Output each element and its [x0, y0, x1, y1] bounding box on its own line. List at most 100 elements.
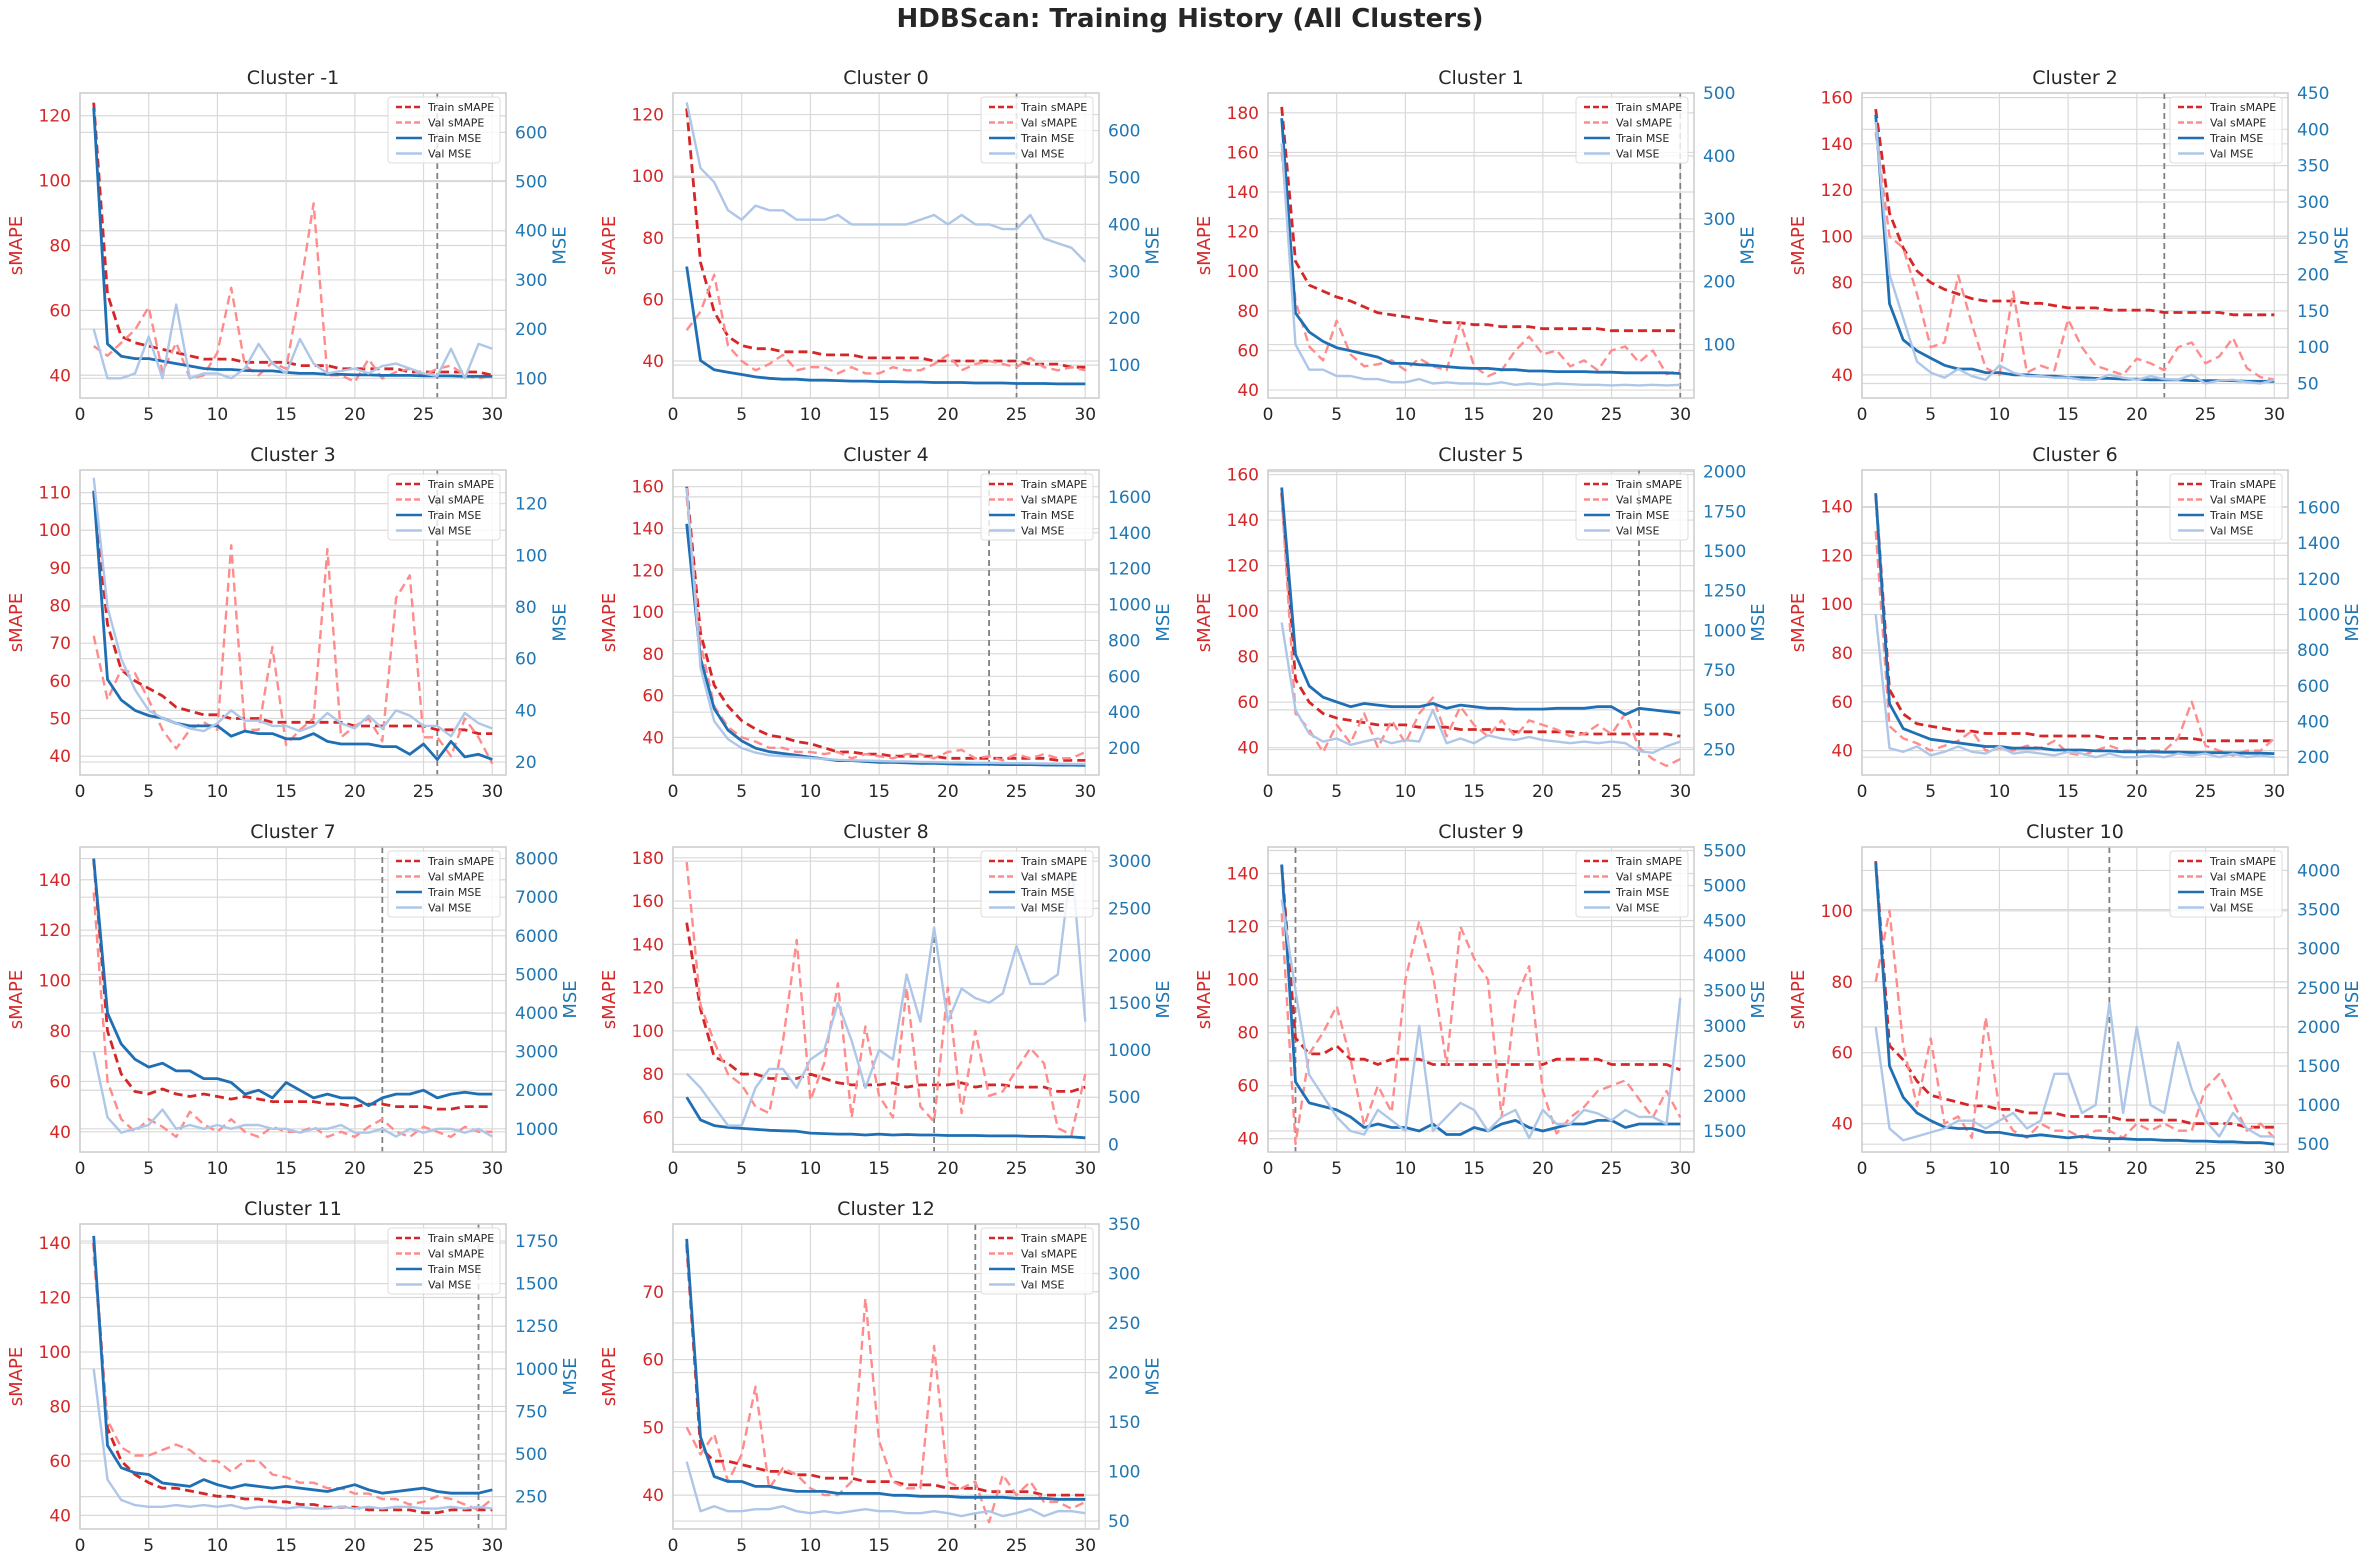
subplot-title: Cluster 1	[1438, 67, 1524, 89]
y2-tick-label: 1200	[2297, 570, 2340, 590]
x-tick-label: 0	[75, 405, 86, 425]
legend-label: Train MSE	[427, 132, 481, 145]
y2-tick-label: 1200	[1108, 560, 1151, 580]
y2-tick-label: 300	[1703, 210, 1735, 230]
y2-tick-label: 50	[1108, 1512, 1130, 1532]
x-tick-label: 5	[1925, 782, 1936, 802]
y-tick-label: 110	[39, 484, 71, 504]
legend: Train sMAPE Val sMAPE Train MSE Val MSE	[980, 96, 1094, 164]
legend-label: Val MSE	[428, 902, 471, 915]
x-tick-label: 20	[937, 405, 959, 425]
y2-tick-label: 500	[2297, 1135, 2329, 1155]
x-tick-label: 15	[275, 405, 297, 425]
y-tick-label: 100	[632, 167, 664, 187]
y-tick-label: 60	[1831, 320, 1853, 340]
y-tick-label: 100	[39, 521, 71, 541]
y2-tick-label: 4000	[2297, 861, 2340, 881]
y-tick-label: 140	[1227, 865, 1259, 885]
y2-tick-label: 200	[1108, 309, 1140, 329]
y-tick-label: 80	[49, 237, 71, 257]
y2-tick-label: 800	[1108, 631, 1140, 651]
y-tick-label: 120	[632, 106, 664, 126]
legend-label: Train sMAPE	[1020, 101, 1087, 114]
x-tick-label: 10	[1989, 405, 2011, 425]
x-tick-label: 30	[1669, 782, 1691, 802]
y2-tick-label: 100	[1703, 336, 1735, 356]
x-tick-label: 15	[275, 1159, 297, 1179]
y-tick-label: 100	[1821, 902, 1853, 922]
legend: Train sMAPE Val sMAPE Train MSE Val MSE	[980, 1227, 1094, 1295]
y2-tick-label: 3000	[1108, 852, 1151, 872]
y2-tick-label: 800	[2297, 641, 2329, 661]
x-tick-label: 5	[1331, 405, 1342, 425]
y-tick-label: 160	[1821, 89, 1853, 109]
y-tick-label: 40	[1237, 1130, 1259, 1150]
legend-label: Val MSE	[428, 525, 471, 538]
y2-tick-label: 1500	[1108, 994, 1151, 1014]
x-tick-label: 25	[2195, 782, 2217, 802]
x-tick-label: 25	[1006, 405, 1028, 425]
y-tick-label: 120	[39, 1289, 71, 1309]
plot-frame	[79, 1223, 507, 1530]
y-axis-label: sMAPE	[599, 593, 620, 652]
y-tick-label: 60	[1831, 1044, 1853, 1064]
series-line-train-smape	[685, 1244, 1086, 1497]
y2-tick-label: 750	[515, 1402, 547, 1422]
plot-frame	[1267, 846, 1695, 1153]
y2-axis-label: MSE	[560, 980, 581, 1018]
y-tick-label: 60	[1237, 1077, 1259, 1097]
y-tick-label: 60	[642, 290, 664, 310]
series-line-val-smape	[92, 544, 494, 765]
figure-title: HDBScan: Training History (All Clusters)	[896, 4, 1484, 34]
y2-tick-label: 2000	[1108, 947, 1151, 967]
y2-axis-label: MSE	[560, 1357, 581, 1395]
x-tick-label: 25	[1006, 1159, 1028, 1179]
y2-tick-label: 2500	[1108, 899, 1151, 919]
x-tick-label: 5	[143, 1536, 154, 1556]
y2-tick-label: 3000	[2297, 940, 2340, 960]
x-tick-label: 10	[1395, 1159, 1417, 1179]
subplot-cluster-0: 0 5 10 15 20 25 30 40 60 80 100 120 100 200 300 400 500 6…	[6, 67, 571, 425]
y2-tick-label: 200	[1108, 739, 1140, 759]
y2-tick-label: 4000	[515, 1004, 558, 1024]
x-tick-label: 15	[1463, 782, 1485, 802]
subplot-title: Cluster 5	[1438, 444, 1524, 466]
x-tick-label: 5	[1925, 405, 1936, 425]
legend-box	[387, 473, 501, 541]
y2-tick-label: 1400	[2297, 534, 2340, 554]
legend-box	[980, 96, 1094, 164]
x-tick-label: 20	[2126, 405, 2148, 425]
y2-tick-label: 40	[515, 701, 537, 721]
legend-box	[2169, 850, 2283, 918]
y2-tick-label: 300	[1108, 1265, 1140, 1285]
legend-label: Train MSE	[1615, 132, 1669, 145]
subplot-title: Cluster 11	[244, 1198, 342, 1220]
x-tick-label: 10	[1395, 782, 1417, 802]
y2-tick-label: 5000	[1703, 877, 1746, 897]
legend: Train sMAPE Val sMAPE Train MSE Val MSE	[2169, 96, 2283, 164]
y-tick-label: 100	[39, 972, 71, 992]
y-tick-label: 140	[1227, 183, 1259, 203]
x-tick-label: 5	[1925, 1159, 1936, 1179]
legend-label: Train MSE	[2209, 132, 2263, 145]
x-tick-label: 0	[668, 1536, 679, 1556]
y-tick-label: 140	[1821, 498, 1853, 518]
y-tick-label: 80	[642, 645, 664, 665]
subplot-cluster-7: 0 5 10 15 20 25 30 40 60 80 100 120 140 200 400 600 800 1…	[1788, 444, 2363, 802]
y2-axis-label: MSE	[2342, 603, 2363, 641]
legend-label: Val sMAPE	[428, 871, 484, 884]
legend: Train sMAPE Val sMAPE Train MSE Val MSE	[387, 1227, 501, 1295]
subplot-title: Cluster 4	[843, 444, 929, 466]
x-tick-label: 0	[1857, 782, 1868, 802]
subplot-title: Cluster 10	[2026, 821, 2124, 843]
x-tick-label: 10	[207, 1159, 229, 1179]
y2-axis-label: MSE	[2332, 226, 2353, 264]
legend-box	[1575, 473, 1689, 541]
y2-tick-label: 1500	[2297, 1057, 2340, 1077]
x-tick-label: 0	[1263, 782, 1274, 802]
y-axis-label: sMAPE	[6, 593, 27, 652]
legend-label: Train sMAPE	[1615, 478, 1682, 491]
plot-frame	[672, 92, 1100, 399]
x-tick-label: 20	[1532, 405, 1554, 425]
y2-tick-label: 2000	[1703, 1087, 1746, 1107]
